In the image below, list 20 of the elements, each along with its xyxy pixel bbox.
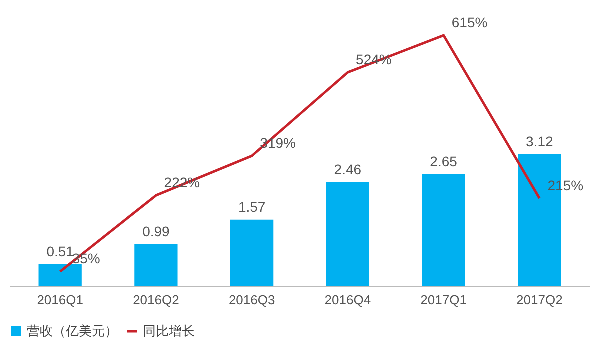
data-label: 0.99 — [142, 223, 170, 240]
x-tick-label: 2017Q1 — [420, 292, 467, 308]
bar — [134, 244, 178, 286]
bar — [326, 182, 370, 286]
x-tick-label: 2016Q1 — [37, 292, 84, 308]
data-label: 2.46 — [334, 161, 362, 178]
data-label: 1.57 — [238, 198, 266, 215]
bar — [422, 174, 466, 286]
data-label: 2.65 — [430, 153, 458, 170]
x-tick-label: 2017Q2 — [516, 292, 563, 308]
x-tick-label: 2016Q3 — [228, 292, 276, 308]
legend-label: 营收（亿美元） — [27, 324, 118, 338]
x-tick-label: 2016Q4 — [324, 292, 372, 308]
bar — [230, 220, 274, 286]
data-label: 615% — [452, 14, 488, 31]
legend-label: 同比增长 — [143, 324, 195, 338]
x-tick-label: 2016Q2 — [133, 292, 180, 308]
data-label: 0.51 — [46, 244, 74, 260]
data-label: 3.12 — [526, 134, 554, 150]
bar — [38, 264, 82, 286]
